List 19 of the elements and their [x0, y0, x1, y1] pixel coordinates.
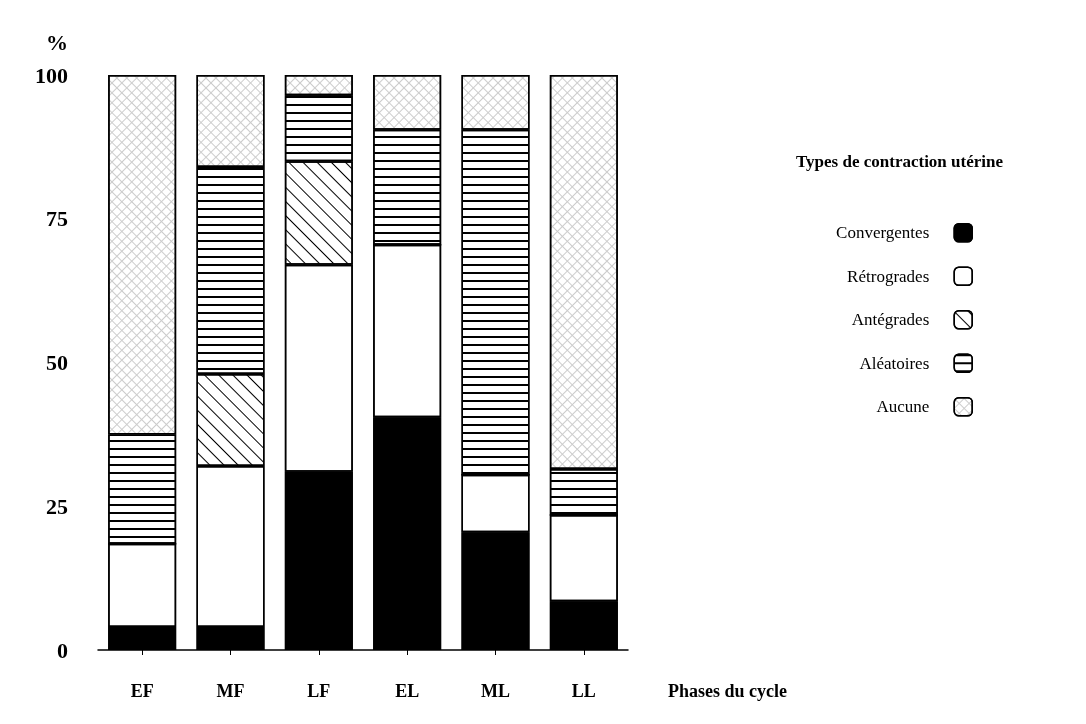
legend-label: Aucune — [876, 397, 930, 417]
x-tick-label: EL — [395, 681, 420, 701]
y-tick-label: 50 — [46, 350, 68, 375]
y-axis-title: % — [46, 29, 68, 55]
legend-label: Antégrades — [851, 310, 930, 330]
x-tick-label: ML — [481, 681, 510, 701]
legend-label: Rétrogrades — [847, 266, 930, 286]
x-tick-label: LF — [307, 681, 331, 701]
legend-label: Convergentes — [836, 223, 930, 243]
x-tick-label: MF — [216, 681, 245, 701]
x-axis-title: Phases du cycle — [668, 681, 788, 701]
y-tick-label: 0 — [57, 637, 68, 663]
x-tick-label: EF — [130, 681, 154, 701]
legend-label: Aléatoires — [859, 353, 930, 373]
y-tick-label: 75 — [46, 206, 68, 232]
legend-title: Types de contraction utérine — [796, 152, 1004, 171]
y-tick-label: 25 — [46, 493, 68, 519]
x-tick-label: LL — [571, 681, 596, 701]
y-tick-label: 100 — [35, 62, 68, 88]
